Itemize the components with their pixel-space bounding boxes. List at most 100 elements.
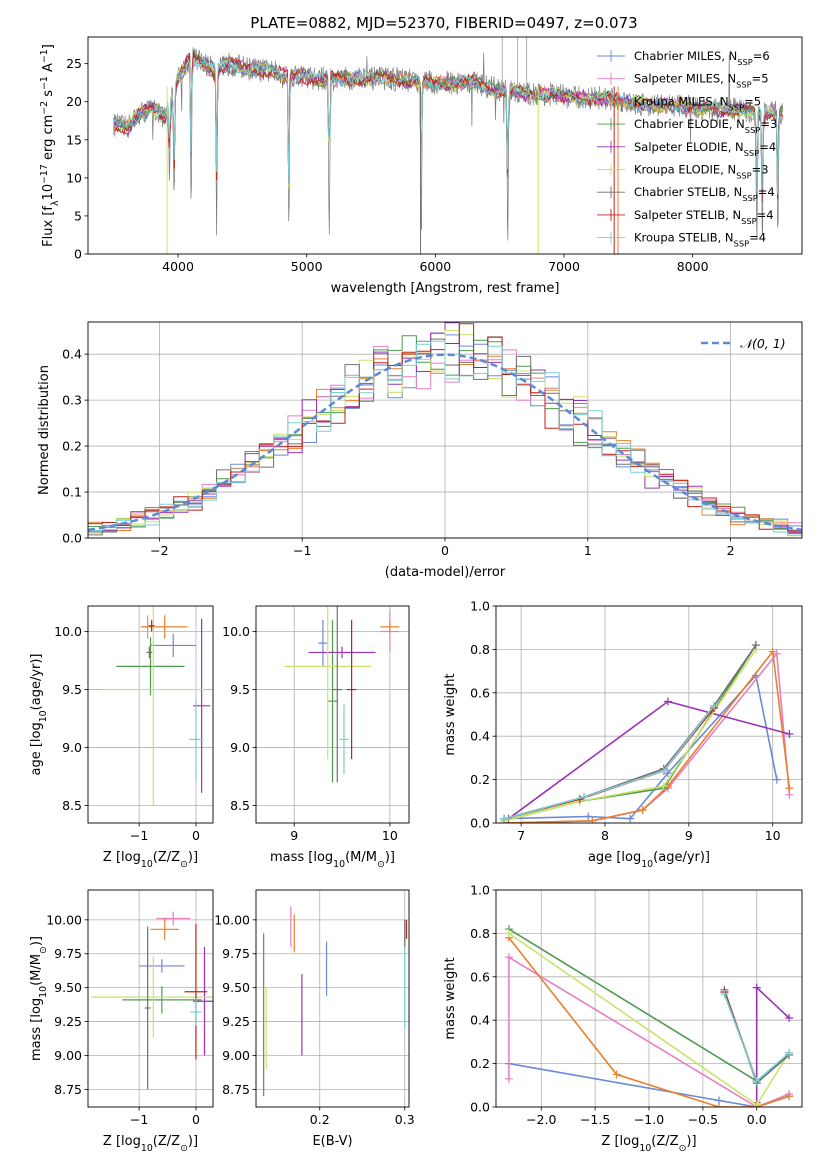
y-tick-label: 9.00 <box>54 1048 82 1063</box>
y-tick-label: 15 <box>66 132 82 147</box>
axes-frame: −2 −1 0 1 2 0.0 0.1 0.2 0.3 0.4 (data-model)/error… <box>37 321 803 580</box>
plus-marker <box>504 929 513 938</box>
errorbar-point <box>150 918 179 941</box>
gaussian-reference-curve <box>88 353 802 532</box>
y-tick-label: 9.0 <box>62 740 82 755</box>
figure-title: PLATE=0882, MJD=52370, FIBERID=0497, z=0… <box>250 14 637 32</box>
y-tick-label: 9.00 <box>222 1048 250 1063</box>
plot-area <box>90 911 213 1090</box>
x-tick-label: 7000 <box>548 259 580 274</box>
legend-entry: Kroupa STELIB, NSSP=4 <box>634 231 766 249</box>
plus-marker <box>580 792 589 801</box>
y-tick-label: 0.0 <box>470 816 490 831</box>
legend-entry: 𝒩(0, 1) <box>740 336 786 351</box>
plus-marker <box>659 766 668 775</box>
x-tick-label: −2 <box>150 543 168 558</box>
y-axis-label: mass weight <box>443 957 458 1039</box>
axes-border <box>255 889 410 1108</box>
plot-area <box>88 322 802 537</box>
y-tick-label: 0.4 <box>470 1013 490 1028</box>
mass-weight-line-8 <box>504 705 715 820</box>
errorbar-point <box>346 619 357 760</box>
y-tick-label: 0.2 <box>470 772 490 787</box>
plus-marker <box>612 1070 621 1079</box>
y-tick-label: 0.3 <box>62 393 82 408</box>
x-tick-label: 10 <box>382 828 398 843</box>
plus-marker <box>584 812 593 821</box>
axes-border <box>87 36 803 255</box>
panels-layer: 4000 5000 6000 7000 80000510152025wavelength… <box>29 36 803 1154</box>
panel-spectrum: 4000 5000 6000 7000 8000 0 5 10 15 20 25 wavelength… <box>39 36 803 296</box>
x-axis-label: age [log10(age/yr)] <box>588 850 710 870</box>
axes-frame: −1 0 8.75 9.00 9.25 9.50 9.75 10.00 Z [log10(Z/Z… <box>29 889 214 1154</box>
x-tick-label: −1 <box>293 543 311 558</box>
plus-marker <box>588 816 597 823</box>
errorbar-point <box>139 959 185 973</box>
y-tick-label: 20 <box>66 94 82 109</box>
residual-histogram-8 <box>88 340 802 536</box>
x-tick-label: 8000 <box>677 259 709 274</box>
panel-massweight-vs-Z: −2.0 −1.5 −1.0 −0.5 0.0 0.0 0.2 0.4 0.6 0.8 1.0 Z [… <box>443 883 803 1154</box>
y-tick-label: 9.5 <box>230 682 250 697</box>
y-tick-label: 5 <box>74 208 82 223</box>
plus-marker <box>752 1076 761 1085</box>
y-tick-label: 0.8 <box>470 642 490 657</box>
panel-mass-vs-ebv: 0.2 0.3 8.75 9.00 9.25 9.50 9.75 10.00 E(B-V) <box>214 889 415 1149</box>
residual-legend: 𝒩(0, 1) <box>701 336 786 351</box>
x-axis-label: Z [log10(Z/Z⊙)] <box>103 1134 198 1154</box>
plus-marker <box>663 697 672 706</box>
legend-entry: Chabrier MILES, NSSP=6 <box>634 49 770 67</box>
errorbar-point <box>284 606 371 760</box>
plot-area <box>263 906 408 1097</box>
y-tick-label: 8.75 <box>54 1082 82 1097</box>
errorbar-point <box>156 911 191 926</box>
plus-marker <box>720 990 729 999</box>
y-tick-label: 0 <box>74 247 82 262</box>
errorbar-point <box>102 606 205 806</box>
y-tick-label: 9.25 <box>222 1014 250 1029</box>
x-tick-label: 0.2 <box>310 1112 330 1127</box>
errorbar-point <box>308 646 376 659</box>
plot-area <box>284 606 400 783</box>
plus-marker <box>663 769 672 778</box>
y-tick-label: 0.6 <box>470 969 490 984</box>
y-tick-label: 0.2 <box>470 1056 490 1071</box>
errorbar-point <box>193 946 213 1056</box>
x-axis-label: wavelength [Angstrom, rest frame] <box>331 281 560 296</box>
x-axis-label: (data-model)/error <box>385 565 506 580</box>
y-tick-label: 0.8 <box>470 926 490 941</box>
x-tick-label: −1 <box>130 1112 148 1127</box>
errorbar-point <box>141 615 188 639</box>
plus-marker <box>500 814 509 823</box>
y-tick-label: 9.50 <box>54 980 82 995</box>
axes-frame: 0.2 0.3 8.75 9.00 9.25 9.50 9.75 10.00 E(B-V) <box>214 889 415 1149</box>
plus-marker <box>626 814 635 823</box>
y-tick-label: 8.75 <box>222 1082 250 1097</box>
x-tick-label: 2 <box>727 543 735 558</box>
errorbar-point <box>150 633 196 658</box>
axes-frame: 9 10 8.5 9.0 9.5 10.0 mass [log10(M/M⊙)] <box>222 605 410 870</box>
x-tick-label: 0 <box>192 1112 200 1127</box>
mass-weight-line-4 <box>755 985 790 1103</box>
x-axis-label: E(B-V) <box>312 1134 352 1149</box>
legend-entry: Kroupa ELODIE, NSSP=3 <box>634 163 769 181</box>
y-tick-label: 10.00 <box>46 912 82 927</box>
errorbar-point <box>327 619 338 783</box>
axes-border <box>495 889 803 1108</box>
y-tick-label: 8.5 <box>230 798 250 813</box>
y-tick-label: 0.1 <box>62 485 82 500</box>
panel-residuals: −2 −1 0 1 2 0.0 0.1 0.2 0.3 0.4 (data-model)/error… <box>37 321 803 580</box>
y-tick-label: 25 <box>66 56 82 71</box>
x-tick-label: −2.0 <box>526 1112 556 1127</box>
errorbar-point <box>190 998 202 1026</box>
legend-entry: Salpeter MILES, NSSP=5 <box>634 72 769 90</box>
y-tick-label: 0.4 <box>62 347 82 362</box>
plus-marker <box>785 730 794 739</box>
y-tick-label: 10.00 <box>214 912 250 927</box>
errorbar-point <box>148 619 155 632</box>
y-tick-label: 8.5 <box>62 798 82 813</box>
plus-marker <box>785 784 794 793</box>
y-axis-label: mass [log10(M/M⊙)] <box>29 936 49 1061</box>
x-axis-label: mass [log10(M/M⊙)] <box>270 850 395 870</box>
